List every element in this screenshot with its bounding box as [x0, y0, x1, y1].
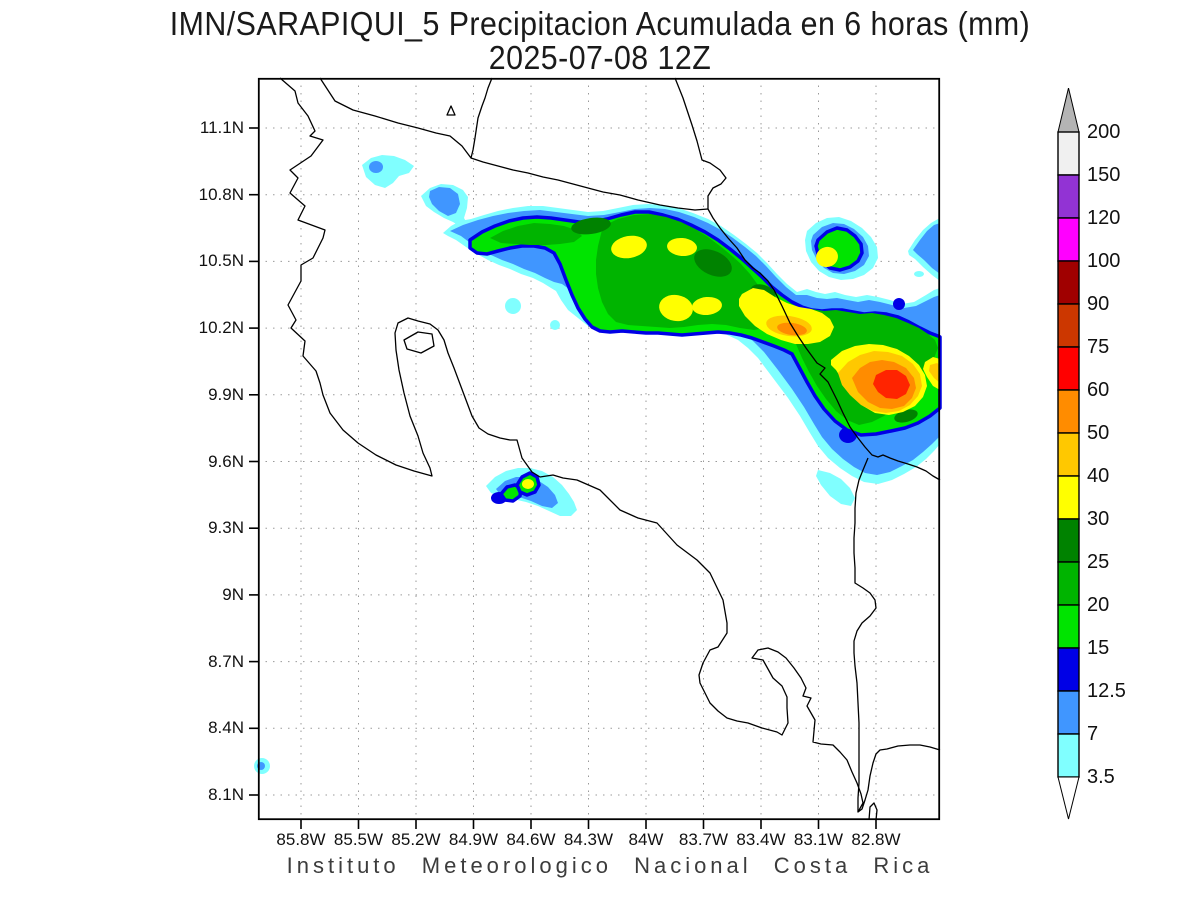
colorbar-tick-label: 12.5: [1087, 680, 1126, 702]
pacific-coastline: [279, 77, 941, 813]
precip-25mm: [694, 249, 732, 277]
precipitation-shading: [254, 155, 942, 774]
lake-island-outline: [446, 105, 456, 116]
colorbar-tick-label: 60: [1087, 379, 1110, 401]
san-juan-river-border: [470, 157, 709, 211]
plot-title: IMN/SARAPIQUI_5 Precipitacion Acumulada …: [169, 5, 1031, 42]
colorbar-segment: [1057, 131, 1080, 176]
chira-island-outline: [403, 331, 435, 354]
axis-ticks: [249, 127, 877, 829]
map-area: [249, 77, 942, 829]
colorbar-tick-label: 75: [1087, 336, 1110, 358]
precip-25mm: [571, 217, 611, 235]
lon-tick-label: 83.4W: [736, 830, 786, 849]
colorbar: [1057, 87, 1080, 825]
colorbar-segment: [1057, 690, 1080, 735]
precip-60mm: [873, 370, 910, 399]
precip-dot-3.5mm: [505, 298, 521, 314]
precip-dot-3.5mm: [550, 320, 560, 330]
colorbar-segment: [1057, 518, 1080, 563]
precip-30mm: [667, 237, 697, 257]
colorbar-tick-label: 40: [1087, 465, 1110, 487]
colorbar-segment: [1057, 432, 1080, 477]
colorbar-tick-label: 20: [1087, 594, 1110, 616]
precip-25mm: [894, 409, 918, 423]
precip-patch-b-7mm: [429, 187, 460, 216]
colorbar-segment: [1057, 217, 1080, 262]
colorbar-tick-label: 100: [1087, 250, 1121, 272]
lat-tick-label: 9.9N: [208, 384, 244, 404]
colorbar-arrow-top: [1057, 87, 1080, 133]
colorbar-tick-label: 3.5: [1087, 766, 1115, 788]
colorbar-segment: [1057, 174, 1080, 219]
colorbar-tick-label: 15: [1087, 637, 1110, 659]
lon-tick-label: 83.1W: [793, 830, 844, 849]
colorbar-tick-label: 90: [1087, 293, 1110, 315]
colorbar-tick-label: 150: [1087, 164, 1121, 186]
lat-tick-label: 10.2N: [198, 318, 244, 338]
coastlines: [279, 77, 941, 821]
lon-tick-label: 85.5W: [333, 830, 384, 849]
precip-cell-edge-7mm: [913, 223, 940, 274]
lon-tick-label: 83.7W: [678, 830, 729, 849]
lat-tick-label: 9.3N: [208, 518, 244, 538]
precip-30mm: [659, 294, 693, 322]
colorbar-tick-label: 200: [1087, 121, 1121, 143]
colorbar-segment: [1057, 303, 1080, 348]
colorbar-segment: [1057, 389, 1080, 434]
lat-tick-label: 8.4N: [208, 718, 244, 738]
colorbar-segment: [1057, 475, 1080, 520]
precip-cell-ne-30mm: [816, 246, 838, 268]
precip-20mm: [490, 223, 582, 245]
lon-tick-label: 82.8W: [851, 830, 901, 849]
lon-tick-label: 84.6W: [506, 830, 556, 849]
colorbar-segment: [1057, 260, 1080, 305]
burica-islet-outline: [868, 802, 878, 821]
precip-patch-a-7mm: [369, 161, 383, 173]
lat-tick-label: 11.1N: [199, 118, 244, 137]
colorbar-segment: [1057, 346, 1080, 391]
colorbar-segment: [1057, 733, 1080, 778]
colorbar-arrow-bottom: [1057, 776, 1080, 820]
colorbar-tick-label: 7: [1087, 723, 1099, 745]
lat-tick-label: 8.1N: [208, 785, 244, 804]
precip-pocket-12.5mm: [893, 298, 905, 310]
precipitation-map-svg: [249, 77, 942, 829]
precip-40mm: [929, 363, 940, 383]
colorbar-segment: [1057, 647, 1080, 692]
plot-subtitle: 2025-07-08 12Z: [488, 39, 712, 76]
lat-tick-label: 10.5N: [198, 251, 244, 271]
lat-tick-label: 10.8N: [198, 184, 244, 204]
lat-tick-label: 9N: [222, 584, 244, 604]
precip-speck-3.5mm: [914, 271, 924, 277]
colorbar-segment: [1057, 604, 1080, 649]
panama-border: [853, 457, 877, 812]
footer-text: Instituto Meteorologico Nacional Costa R…: [286, 853, 934, 878]
precip-patch-a-3.5mm: [362, 155, 414, 188]
colorbar-tick-label: 50: [1087, 422, 1110, 444]
lat-tick-label: 9.6N: [208, 451, 244, 471]
colorbar-svg: [1057, 87, 1080, 820]
lon-tick-label: 84.9W: [448, 830, 499, 849]
precip-cell-south-30mm: [522, 479, 534, 489]
lon-tick-label: 85.2W: [391, 830, 441, 849]
lat-tick-label: 8.7N: [208, 651, 244, 671]
colorbar-tick-label: 120: [1087, 207, 1121, 229]
colorbar-tick-label: 25: [1087, 551, 1110, 573]
colorbar-segment: [1057, 561, 1080, 606]
lon-tick-label: 84.3W: [563, 830, 614, 849]
lon-tick-label: 85.8W: [276, 830, 326, 849]
lake-nicaragua-shore: [319, 77, 493, 159]
caribbean-coastline: [674, 77, 941, 481]
colorbar-tick-label: 30: [1087, 508, 1110, 530]
precip-50mm: [777, 322, 807, 336]
map-frame: [257, 77, 941, 821]
precip-tail-3.5mm: [816, 470, 855, 506]
lon-tick-label: 84W: [628, 830, 664, 849]
precip-30mm: [692, 296, 722, 316]
grid-lines: [258, 78, 940, 820]
precip-30mm: [611, 235, 647, 259]
